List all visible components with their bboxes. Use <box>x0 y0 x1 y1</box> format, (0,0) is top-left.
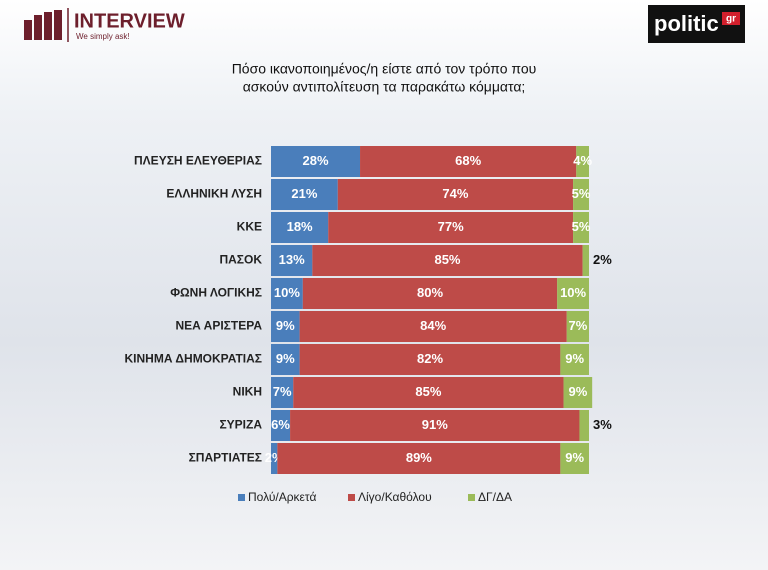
category-label: ΠΛΕΥΣΗ ΕΛΕΥΘΕΡΙΑΣ <box>134 154 262 168</box>
brand-tagline: We simply ask! <box>76 32 130 41</box>
category-label: ΠΑΣΟΚ <box>219 253 262 267</box>
bar-segment <box>271 443 278 474</box>
category-label: ΕΛΛΗΝΙΚΗ ΛΥΣΗ <box>166 187 262 201</box>
chart-title: Πόσο ικανοποιημένος/η είστε από τον τρόπ… <box>232 61 537 77</box>
legend-label: Λίγο/Καθόλου <box>358 490 432 504</box>
bar-segment <box>271 245 313 276</box>
bar-segment <box>277 443 561 474</box>
value-label: 6% <box>271 417 290 432</box>
value-label: 7% <box>273 384 292 399</box>
legend-label: ΔΓ/ΔΑ <box>478 490 512 504</box>
value-label: 84% <box>420 318 446 333</box>
bar-segment <box>271 278 303 309</box>
bar-segment <box>566 311 589 342</box>
bar-segment <box>271 146 361 177</box>
legend-marker <box>348 494 355 501</box>
category-label: ΝΙΚΗ <box>233 385 262 399</box>
value-label: 9% <box>276 351 295 366</box>
value-label: 9% <box>568 384 587 399</box>
category-label: ΚΙΝΗΜΑ ΔΗΜΟΚΡΑΤΙΑΣ <box>125 352 262 366</box>
value-label: 9% <box>565 351 584 366</box>
bar-segment <box>337 179 574 210</box>
value-label: 10% <box>560 285 586 300</box>
bar-segment <box>293 377 564 408</box>
value-label: 3% <box>593 417 612 432</box>
value-label: 89% <box>406 450 432 465</box>
value-label: 7% <box>568 318 587 333</box>
brand-logo: INTERVIEW We simply ask! <box>24 8 185 42</box>
value-label: 85% <box>415 384 441 399</box>
source-logo-suffix: gr <box>726 14 736 25</box>
bar-segment <box>271 179 338 210</box>
bar-segment <box>573 179 589 210</box>
bar-segment <box>582 245 589 276</box>
value-label: 9% <box>565 450 584 465</box>
brand-name: INTERVIEW <box>74 10 185 32</box>
chart-title: ασκούν αντιπολίτευση τα παρακάτω κόμματα… <box>243 79 526 95</box>
bar-segment <box>271 377 294 408</box>
bar-segment <box>299 311 567 342</box>
legend-label: Πολύ/Αρκετά <box>248 490 316 504</box>
legend-marker <box>468 494 475 501</box>
bar-segment <box>579 410 589 441</box>
bar-segment <box>271 410 291 441</box>
value-label: 4% <box>573 153 592 168</box>
value-label: 5% <box>572 219 591 234</box>
value-label: 21% <box>291 186 317 201</box>
value-label: 82% <box>417 351 443 366</box>
value-label: 28% <box>303 153 329 168</box>
bar-segment <box>560 443 589 474</box>
source-logo: politic gr <box>648 5 745 43</box>
category-label: ΝΕΑ ΑΡΙΣΤΕΡΑ <box>175 319 262 333</box>
bar-segment <box>271 311 300 342</box>
bar-segment <box>576 146 589 177</box>
value-label: 74% <box>442 186 468 201</box>
category-label: ΚΚΕ <box>237 220 262 234</box>
bar-segment <box>328 212 574 243</box>
bar-segment <box>573 212 589 243</box>
value-label: 13% <box>279 252 305 267</box>
bar-segment <box>360 146 577 177</box>
bar-segment <box>290 410 580 441</box>
bar-segment <box>299 344 561 375</box>
bar-segment <box>271 344 300 375</box>
value-label: 91% <box>422 417 448 432</box>
value-label: 18% <box>287 219 313 234</box>
category-label: ΦΩΝΗ ΛΟΓΙΚΗΣ <box>170 286 262 300</box>
legend-marker <box>238 494 245 501</box>
value-label: 77% <box>438 219 464 234</box>
value-label: 10% <box>274 285 300 300</box>
value-label: 9% <box>276 318 295 333</box>
value-label: 5% <box>572 186 591 201</box>
source-logo-text: politic <box>654 11 719 36</box>
bar-segment <box>563 377 593 408</box>
value-label: 2% <box>593 252 612 267</box>
category-label: ΣΥΡΙΖΑ <box>219 418 262 432</box>
value-label: 80% <box>417 285 443 300</box>
value-label: 85% <box>434 252 460 267</box>
bar-segment <box>271 212 329 243</box>
bar-segment <box>557 278 589 309</box>
category-label: ΣΠΑΡΤΙΑΤΕΣ <box>189 451 262 465</box>
bar-segment <box>302 278 558 309</box>
bar-segment <box>560 344 589 375</box>
bar-segment <box>312 245 583 276</box>
value-label: 68% <box>455 153 481 168</box>
